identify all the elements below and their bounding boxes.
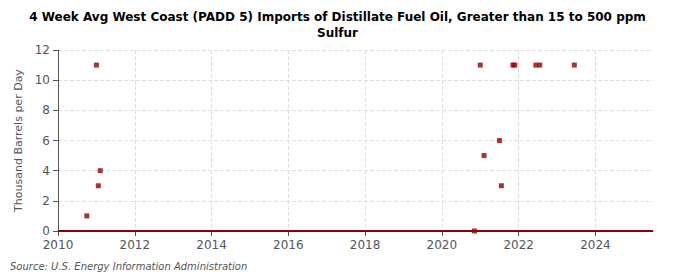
svg-text:2012: 2012 [120, 238, 151, 252]
svg-text:4: 4 [42, 164, 50, 178]
svg-text:2018: 2018 [350, 238, 381, 252]
svg-text:6: 6 [42, 134, 50, 148]
svg-text:0: 0 [42, 224, 50, 238]
svg-text:2024: 2024 [580, 238, 611, 252]
svg-text:10: 10 [35, 73, 50, 87]
svg-text:2022: 2022 [503, 238, 534, 252]
svg-text:2014: 2014 [196, 238, 227, 252]
svg-text:8: 8 [42, 103, 50, 117]
svg-text:Thousand Barrels per Day: Thousand Barrels per Day [12, 69, 25, 213]
svg-text:Sulfur: Sulfur [317, 26, 358, 40]
svg-text:2016: 2016 [273, 238, 304, 252]
svg-text:2: 2 [42, 194, 50, 208]
svg-text:2020: 2020 [427, 238, 458, 252]
svg-text:4 Week Avg West Coast (PADD 5): 4 Week Avg West Coast (PADD 5) Imports o… [29, 10, 646, 24]
svg-text:2010: 2010 [43, 238, 74, 252]
svg-text:12: 12 [35, 43, 50, 57]
svg-text:Source: U.S. Energy Informatio: Source: U.S. Energy Information Administ… [10, 261, 247, 272]
